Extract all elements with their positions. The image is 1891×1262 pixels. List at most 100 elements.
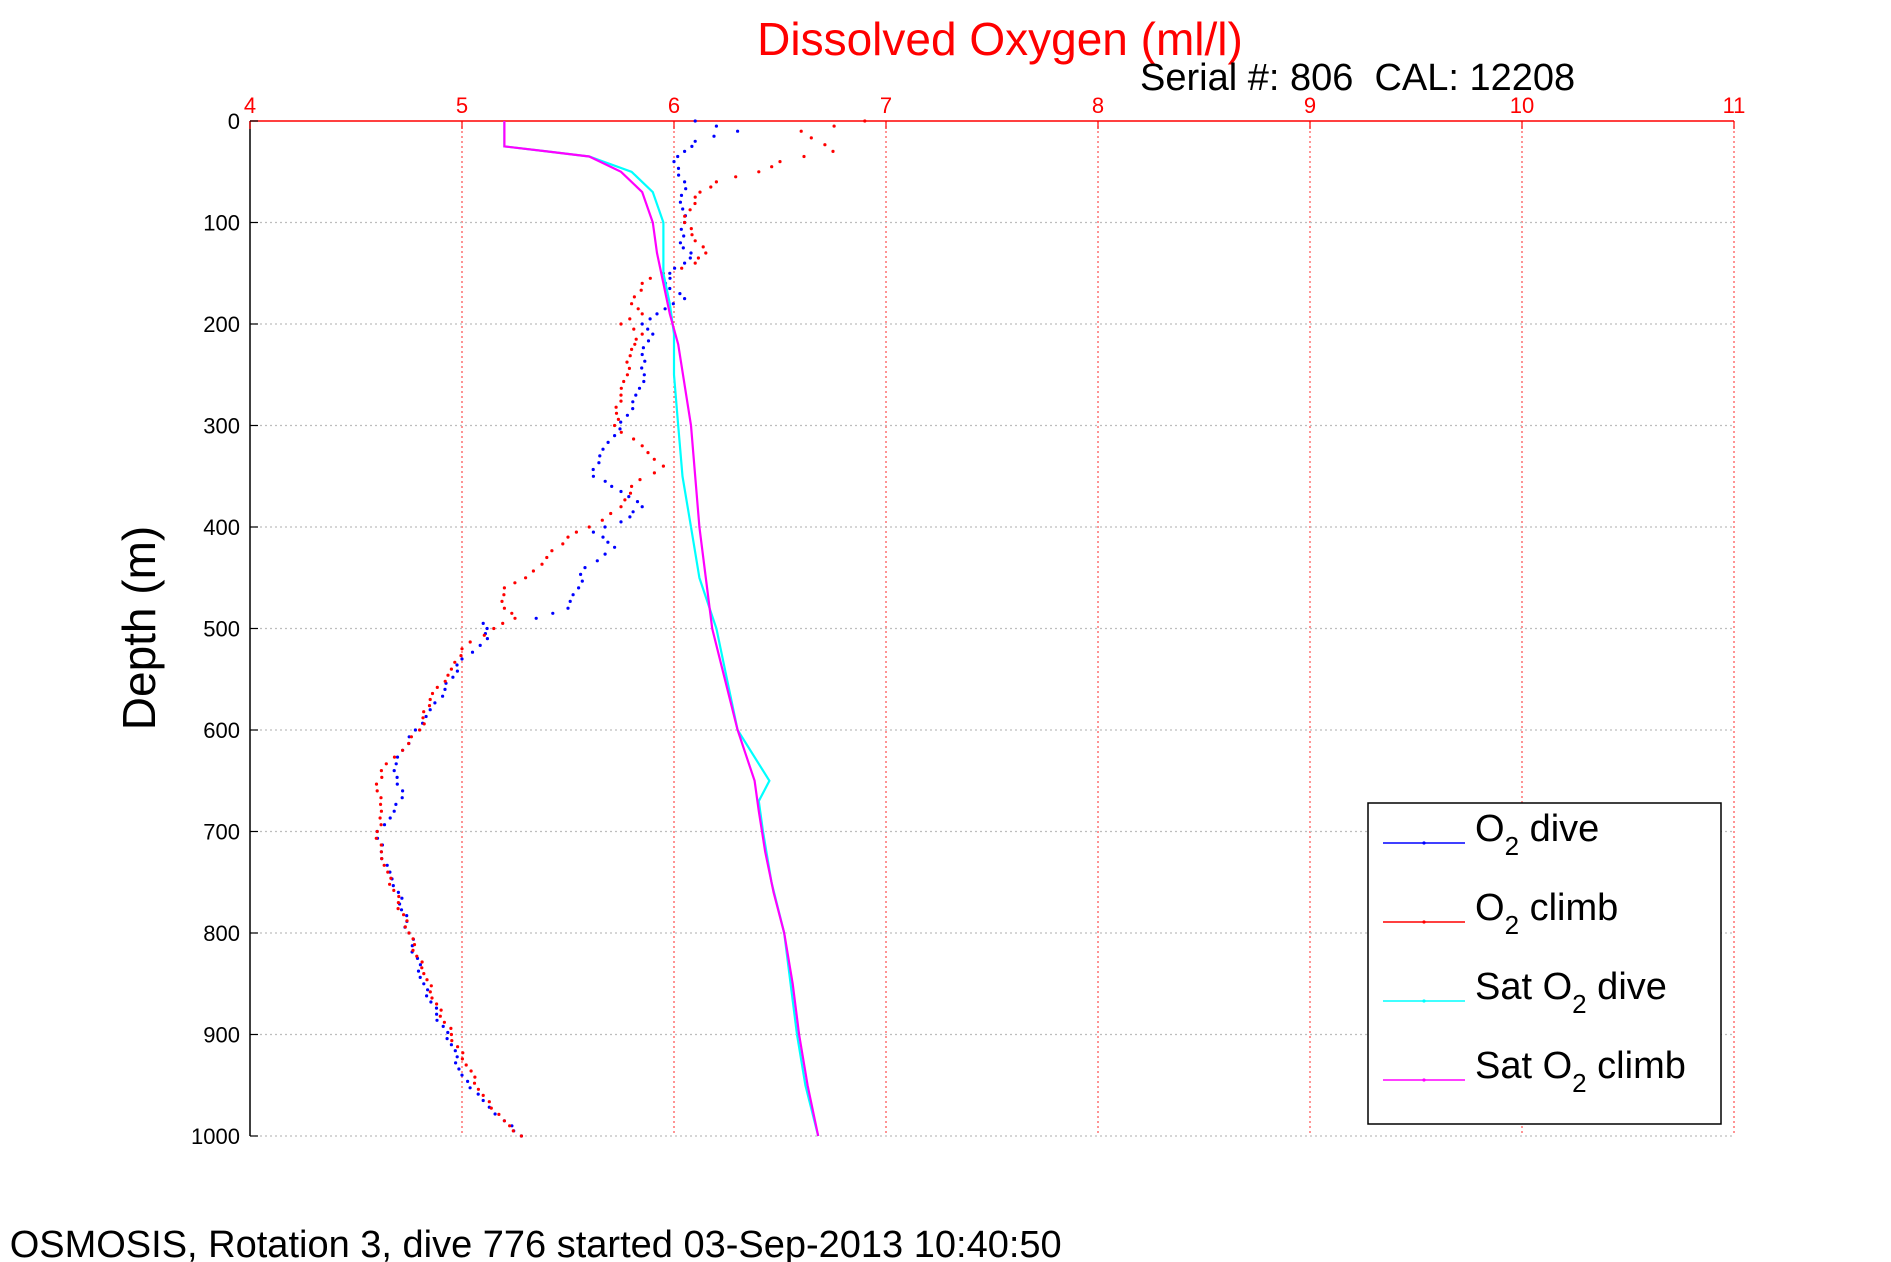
- y-tick-label: 300: [203, 414, 240, 439]
- interpolated-point: [652, 471, 657, 475]
- data-point: [640, 505, 644, 509]
- data-point: [778, 160, 782, 164]
- interpolated-point: [473, 1075, 477, 1079]
- interpolated-point: [631, 400, 635, 404]
- interpolated-point: [681, 207, 685, 211]
- interpolated-point: [374, 782, 379, 786]
- data-point: [591, 474, 596, 478]
- interpolated-point: [407, 735, 411, 739]
- x-tick-label: 4: [244, 93, 256, 118]
- interpolated-point: [734, 175, 738, 179]
- data-point: [392, 769, 396, 773]
- interpolated-point: [441, 694, 445, 698]
- interpolated-point: [646, 327, 650, 331]
- interpolated-point: [610, 484, 614, 488]
- interpolated-point: [388, 816, 392, 820]
- interpolated-point: [637, 386, 642, 390]
- interpolated-point: [502, 593, 506, 597]
- interpolated-point: [770, 165, 774, 169]
- data-point: [640, 322, 644, 326]
- interpolated-point: [460, 1057, 464, 1061]
- interpolated-point: [389, 876, 393, 880]
- interpolated-point: [405, 919, 409, 923]
- interpolated-point: [571, 593, 575, 597]
- data-point: [683, 220, 687, 225]
- legend-label: O2 dive: [1475, 808, 1599, 861]
- y-tick-labels: 0 100 200 300 400 500 600 700 800 900 1000: [191, 109, 258, 1149]
- interpolated-point: [382, 823, 387, 827]
- interpolated-point: [627, 495, 631, 499]
- interpolated-point: [411, 937, 415, 941]
- interpolated-point: [407, 741, 411, 746]
- interpolated-point: [668, 276, 672, 280]
- serial-cal-label: Serial #: 806 CAL: 12208: [1140, 57, 1575, 99]
- interpolated-point: [632, 295, 637, 299]
- interpolated-point: [466, 1079, 470, 1083]
- data-point: [689, 251, 693, 255]
- interpolated-point: [453, 1049, 457, 1053]
- interpolated-point: [399, 908, 404, 912]
- data-point: [460, 657, 464, 661]
- data-point: [619, 520, 623, 524]
- interpolated-point: [476, 1092, 480, 1096]
- data-point: [642, 373, 646, 377]
- interpolated-point: [416, 969, 421, 973]
- interpolated-point: [426, 988, 430, 992]
- data-point: [460, 647, 464, 651]
- data-point: [640, 332, 644, 336]
- interpolated-point: [489, 1106, 493, 1110]
- interpolated-point: [623, 498, 627, 502]
- interpolated-point: [648, 276, 652, 280]
- series-sat-o2-climb: [503, 121, 820, 1137]
- data-point: [651, 332, 655, 336]
- interpolated-point: [485, 626, 489, 631]
- interpolated-point: [603, 479, 607, 483]
- interpolated-point: [688, 256, 692, 260]
- interpolated-point: [632, 327, 636, 331]
- interpolated-point: [603, 525, 607, 529]
- data-point: [587, 525, 591, 529]
- chart-title: Dissolved Oxygen (ml/l): [757, 13, 1243, 65]
- legend-box: [1367, 802, 1722, 1125]
- interpolated-point: [500, 599, 504, 604]
- data-point: [714, 180, 719, 184]
- interpolated-point: [627, 366, 632, 370]
- data-point: [422, 972, 426, 976]
- interpolated-point: [648, 317, 652, 321]
- interpolated-point: [378, 816, 382, 820]
- interpolated-point: [469, 1069, 473, 1073]
- data-point: [481, 1098, 485, 1103]
- data-point: [661, 464, 666, 468]
- data-point: [678, 200, 683, 204]
- interpolated-point: [394, 802, 398, 807]
- interpolated-point: [453, 660, 457, 664]
- interpolated-point: [446, 1030, 450, 1035]
- interpolated-point: [619, 399, 623, 403]
- interpolated-point: [709, 185, 713, 189]
- interpolated-point: [595, 559, 599, 563]
- x-tick-label: 5: [456, 93, 468, 118]
- data-point: [693, 261, 697, 265]
- interpolated-point: [614, 405, 618, 409]
- interpolated-point: [396, 907, 400, 911]
- interpolated-point: [574, 530, 579, 534]
- interpolated-point: [438, 1014, 442, 1018]
- interpolated-point: [643, 359, 647, 363]
- interpolated-point: [380, 857, 384, 861]
- interpolated-point: [428, 990, 432, 994]
- data-point: [634, 393, 638, 397]
- interpolated-point: [459, 654, 463, 658]
- interpolated-point: [411, 948, 415, 953]
- interpolated-point: [379, 796, 383, 800]
- interpolated-point: [457, 1067, 461, 1071]
- data-point: [502, 1119, 506, 1123]
- interpolated-point: [421, 716, 425, 720]
- y-tick-label: 700: [203, 820, 240, 845]
- data-point: [566, 535, 570, 539]
- interpolated-point: [689, 227, 693, 231]
- data-point: [619, 505, 623, 509]
- interpolated-point: [497, 1112, 501, 1116]
- caption: 6 OSMOSIS, Rotation 3, dive 776 started …: [0, 1224, 1062, 1262]
- interpolated-point: [468, 1086, 472, 1090]
- y-tick-label: 0: [228, 109, 240, 134]
